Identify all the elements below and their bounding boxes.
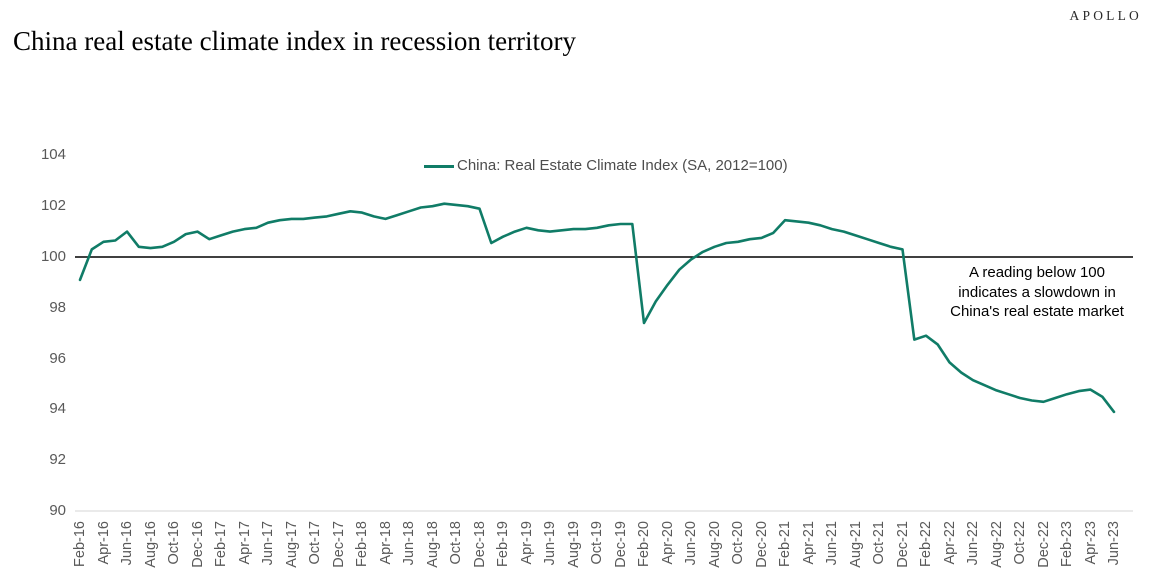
annotation-line: China's real estate market — [950, 303, 1124, 320]
climate-index-line — [78, 202, 1116, 414]
annotation-line: indicates a slowdown in — [958, 283, 1116, 301]
x-tick-label: Jun-19 — [542, 521, 558, 566]
y-tick-label: 90 — [49, 502, 66, 519]
x-tick-label: Dec-18 — [471, 521, 488, 568]
x-tick-label: Oct-19 — [589, 521, 605, 565]
x-tick-label: Jun-23 — [1106, 521, 1122, 566]
x-tick-label: Oct-16 — [166, 521, 182, 565]
x-tick-label: Apr-22 — [941, 521, 958, 565]
x-tick-label: Aug-20 — [706, 521, 723, 568]
x-tick-label: Aug-21 — [847, 521, 864, 568]
x-tick-label: Aug-22 — [988, 521, 1005, 568]
x-tick-label: Oct-17 — [307, 521, 323, 565]
x-tick-label: Aug-17 — [283, 521, 300, 568]
annotation-line: A reading below 100 — [969, 264, 1105, 281]
x-tick-label: Feb-20 — [636, 521, 652, 567]
legend-label: China: Real Estate Climate Index (SA, 20… — [457, 157, 788, 174]
x-tick-label: Jun-21 — [824, 521, 840, 566]
x-tick-label: Jun-22 — [965, 521, 981, 566]
x-tick-label: Dec-20 — [753, 521, 770, 568]
x-tick-label: Feb-17 — [213, 521, 229, 567]
annotation: A reading below 100 indicates a slowdown… — [933, 263, 1141, 322]
y-tick-label: 94 — [49, 400, 66, 418]
y-tick-label: 96 — [49, 349, 66, 367]
x-tick-label: Jun-18 — [401, 521, 417, 566]
x-tick-label: Aug-19 — [565, 521, 582, 568]
x-tick-label: Apr-17 — [236, 521, 253, 565]
x-tick-label: Apr-19 — [518, 521, 535, 565]
x-tick-label: Oct-20 — [730, 521, 746, 565]
x-tick-label: Oct-22 — [1012, 521, 1028, 565]
x-tick-label: Apr-21 — [800, 521, 817, 565]
x-tick-label: Dec-21 — [894, 521, 911, 568]
x-tick-label: Apr-18 — [377, 521, 394, 565]
x-tick-label: Oct-21 — [871, 521, 887, 565]
x-tick-label: Feb-19 — [495, 521, 511, 567]
x-tick-label: Apr-23 — [1082, 521, 1099, 565]
x-tick-label: Feb-22 — [918, 521, 934, 567]
x-tick-label: Jun-16 — [119, 521, 135, 566]
x-tick-label: Jun-17 — [260, 521, 276, 566]
x-tick-label: Feb-21 — [777, 521, 793, 567]
x-tick-label: Feb-23 — [1059, 521, 1075, 567]
x-tick-label: Dec-22 — [1035, 521, 1052, 568]
x-tick-label: Aug-16 — [142, 521, 159, 568]
y-tick-label: 98 — [49, 298, 66, 316]
y-tick-label: 102 — [40, 197, 66, 215]
y-tick-label: 104 — [40, 146, 66, 164]
legend-line-marker — [424, 164, 454, 168]
y-tick-label: 92 — [49, 451, 66, 469]
x-tick-label: Aug-18 — [424, 521, 441, 568]
apollo-logo: APOLLO — [1069, 8, 1142, 23]
x-tick-label: Feb-16 — [72, 521, 88, 567]
y-tick-label: 100 — [40, 248, 66, 265]
x-tick-label: Dec-16 — [189, 521, 206, 568]
x-tick-label: Dec-17 — [330, 521, 347, 568]
x-tick-label: Apr-20 — [659, 521, 676, 565]
x-tick-label: Oct-18 — [448, 521, 464, 565]
x-tick-label: Dec-19 — [612, 521, 629, 568]
legend: China: Real Estate Climate Index (SA, 20… — [424, 157, 788, 174]
chart-title: China real estate climate index in reces… — [13, 26, 577, 56]
x-tick-label: Apr-16 — [95, 521, 112, 565]
x-tick-label: Jun-20 — [683, 521, 699, 566]
x-tick-label: Feb-18 — [354, 521, 370, 567]
